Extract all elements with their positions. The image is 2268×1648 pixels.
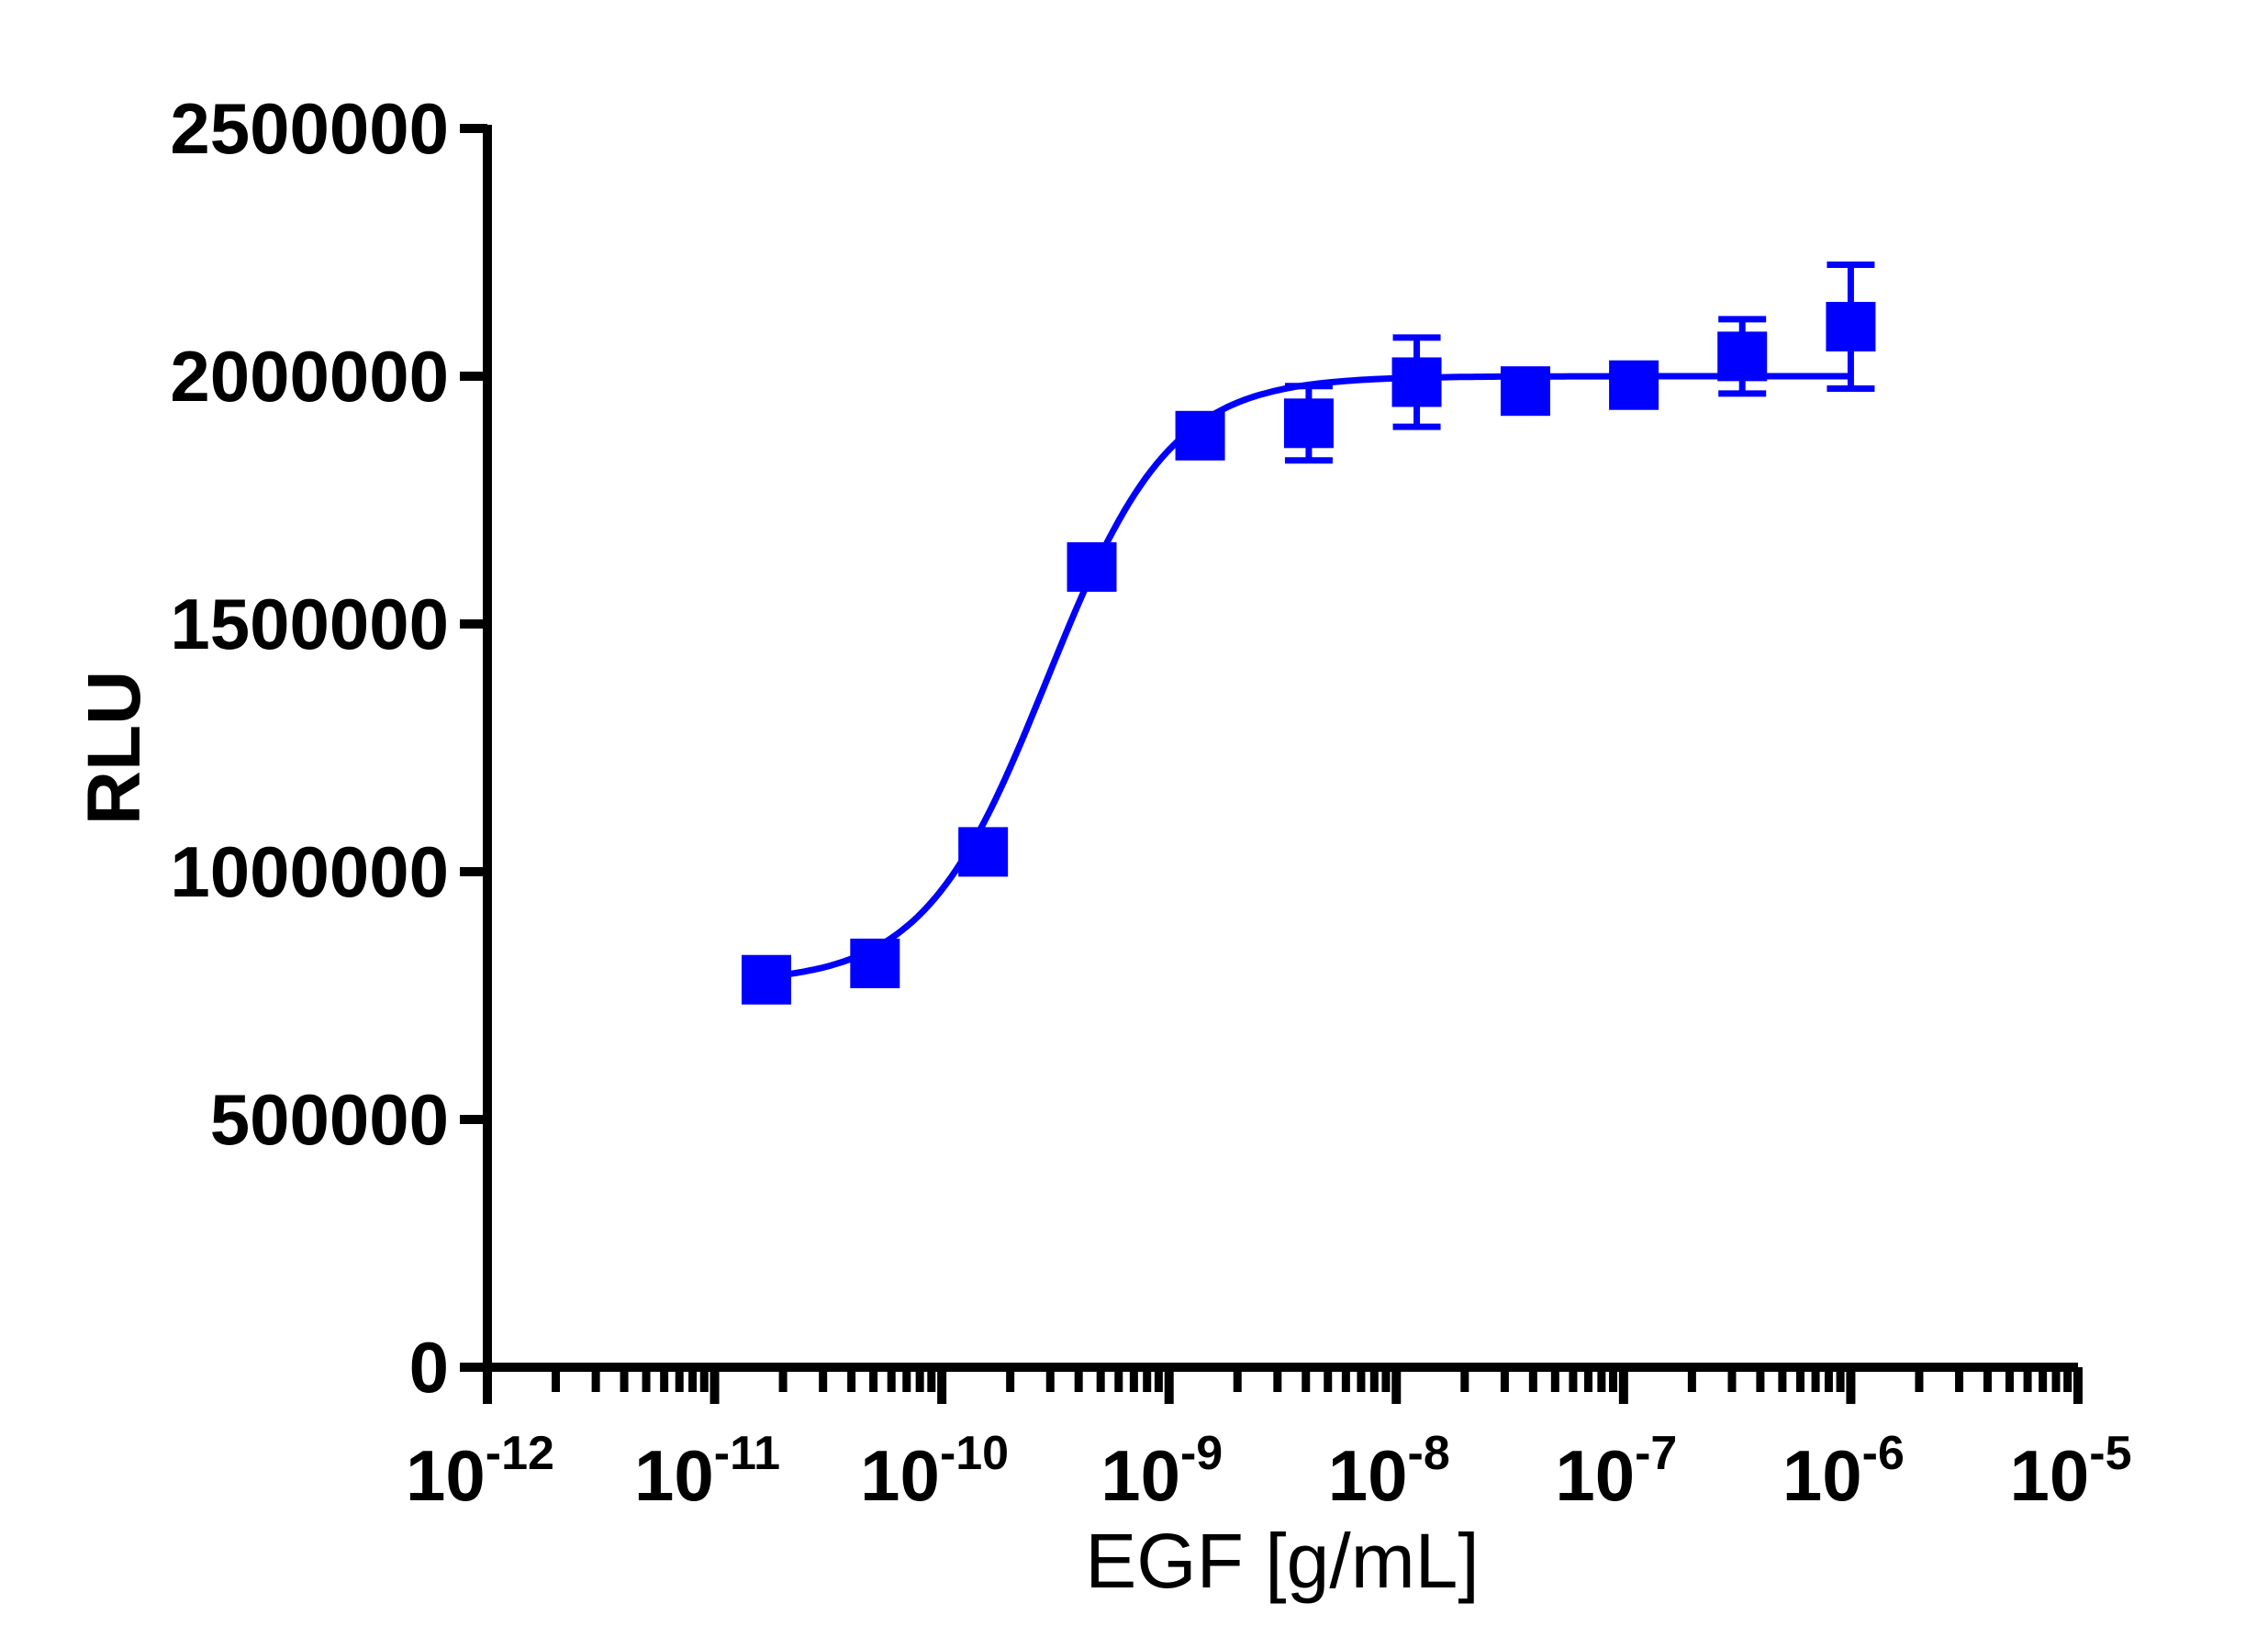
y-tick-label: 2500000 bbox=[170, 88, 449, 169]
data-point bbox=[1717, 331, 1768, 382]
data-point bbox=[1391, 357, 1442, 407]
x-tick-base: 10 bbox=[2009, 1435, 2089, 1516]
fit-curve bbox=[765, 373, 1851, 981]
data-point bbox=[1500, 366, 1550, 417]
x-tick-exponent: -8 bbox=[1408, 1427, 1450, 1480]
x-tick-exponent: -6 bbox=[1862, 1427, 1905, 1480]
x-tick-exponent: -9 bbox=[1180, 1427, 1223, 1480]
x-tick-exponent: -12 bbox=[486, 1427, 554, 1480]
x-tick-base: 10 bbox=[1328, 1435, 1408, 1516]
x-tick-base: 10 bbox=[1782, 1435, 1862, 1516]
x-tick-label: 10-10 bbox=[860, 1427, 1009, 1516]
x-tick-base: 10 bbox=[634, 1435, 714, 1516]
y-tick-label: 500000 bbox=[210, 1079, 449, 1160]
y-tick-label: 1000000 bbox=[170, 831, 449, 912]
x-tick-exponent: -7 bbox=[1635, 1427, 1677, 1480]
data-point bbox=[1609, 360, 1659, 410]
y-tick-label: 0 bbox=[409, 1327, 449, 1408]
y-tick-label: 2000000 bbox=[170, 336, 449, 417]
data-point bbox=[1175, 410, 1225, 461]
y-tick-labels: 0 500000 1000000 1500000 2000000 2500000 bbox=[170, 88, 449, 1408]
x-tick-label: 10-9 bbox=[1100, 1427, 1223, 1516]
data-point bbox=[741, 954, 791, 1005]
x-tick-label: 10-7 bbox=[1555, 1427, 1677, 1516]
x-tick-exponent: -10 bbox=[940, 1427, 1009, 1480]
data-point bbox=[1283, 398, 1334, 449]
x-tick-label: 10-5 bbox=[2009, 1427, 2131, 1516]
x-tick-label: 10-12 bbox=[406, 1427, 554, 1516]
x-tick-labels: 10-12 10-11 10-10 10-9 10-8 10-7 10-6 10-5 bbox=[406, 1427, 2131, 1516]
x-tick-exponent: -5 bbox=[2089, 1427, 2131, 1480]
x-tick-label: 10-11 bbox=[634, 1427, 780, 1516]
data-point bbox=[850, 938, 900, 988]
x-tick-exponent: -11 bbox=[714, 1427, 780, 1480]
data-marks bbox=[741, 262, 1876, 1005]
x-tick-label: 10-6 bbox=[1782, 1427, 1905, 1516]
data-point bbox=[1826, 302, 1876, 351]
x-axis-title: EGF [g/mL] bbox=[1085, 1518, 1479, 1604]
data-point bbox=[958, 827, 1009, 877]
x-tick-base: 10 bbox=[1100, 1435, 1180, 1516]
x-tick-base: 10 bbox=[406, 1435, 486, 1516]
x-tick-base: 10 bbox=[860, 1435, 940, 1516]
y-tick-label: 1500000 bbox=[170, 584, 449, 664]
x-tick-label: 10-8 bbox=[1328, 1427, 1450, 1516]
axes bbox=[460, 124, 2083, 1404]
x-tick-base: 10 bbox=[1555, 1435, 1635, 1516]
y-axis-title: RLU bbox=[73, 671, 156, 826]
data-point bbox=[1067, 541, 1117, 592]
